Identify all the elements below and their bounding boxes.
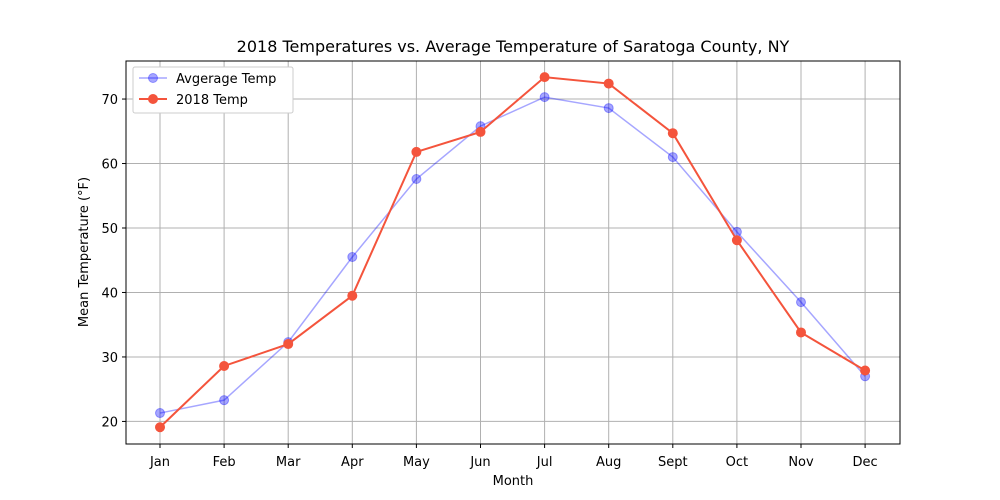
data-point-2018-temp-may xyxy=(411,146,422,157)
data-point-avgerage-temp-aug xyxy=(603,103,614,114)
y-tick-label-20: 20 xyxy=(101,415,118,430)
legend-marker-avgerage-temp xyxy=(148,73,158,83)
legend-label-2018-temp: 2018 Temp xyxy=(176,93,248,108)
data-point-2018-temp-sept xyxy=(667,128,678,139)
chart-title: 2018 Temperatures vs. Average Temperatur… xyxy=(237,37,790,56)
x-tick-label-jan: Jan xyxy=(149,455,170,470)
x-tick-label-may: May xyxy=(403,455,430,470)
x-tick-label-sept: Sept xyxy=(658,455,688,470)
x-tick-label-oct: Oct xyxy=(726,455,748,470)
data-point-2018-temp-oct xyxy=(731,235,742,246)
data-point-2018-temp-jan xyxy=(155,422,165,433)
x-axis-label: Month xyxy=(493,474,534,489)
series-line-avgerage-temp xyxy=(159,96,866,414)
data-point-avgerage-temp-nov xyxy=(796,297,806,308)
x-tick-label-feb: Feb xyxy=(213,455,236,470)
data-point-2018-temp-jun xyxy=(475,126,486,137)
series-group-2018-temp xyxy=(155,72,871,433)
data-point-2018-temp-dec xyxy=(860,365,871,376)
data-point-2018-temp-aug xyxy=(603,78,614,89)
x-tick-label-jun: Jun xyxy=(469,455,490,470)
plot-frame xyxy=(125,60,901,445)
x-axis-ticks: Jan Feb Mar Apr May Jun Jul Aug Sept Oct Nov Dec xyxy=(149,444,878,470)
data-point-2018-temp-mar xyxy=(283,339,294,350)
data-point-2018-temp-nov xyxy=(796,327,806,338)
x-tick-label-apr: Apr xyxy=(341,455,364,470)
y-tick-label-30: 30 xyxy=(101,351,118,366)
y-tick-label-40: 40 xyxy=(101,286,118,301)
legend-label-avgerage-temp: Avgerage Temp xyxy=(176,72,276,87)
data-point-avgerage-temp-may xyxy=(411,173,422,184)
series-layer xyxy=(155,72,871,433)
data-point-avgerage-temp-feb xyxy=(219,395,230,406)
data-point-avgerage-temp-jul xyxy=(539,92,550,103)
legend-box xyxy=(132,66,294,114)
x-tick-label-jul: Jul xyxy=(536,455,553,470)
x-tick-label-aug: Aug xyxy=(596,455,621,470)
data-point-avgerage-temp-apr xyxy=(347,252,358,263)
y-tick-label-50: 50 xyxy=(101,222,118,237)
y-tick-label-70: 70 xyxy=(101,93,118,108)
y-tick-label-60: 60 xyxy=(101,158,118,173)
legend-marker-2018-temp xyxy=(148,94,158,104)
data-point-avgerage-temp-jan xyxy=(155,408,165,419)
legend: Avgerage Temp 2018 Temp xyxy=(132,66,294,114)
data-point-2018-temp-jul xyxy=(539,72,550,83)
y-axis-label: Mean Temperature (°F) xyxy=(77,177,92,327)
data-point-avgerage-temp-sept xyxy=(667,152,678,163)
data-point-2018-temp-feb xyxy=(219,360,230,371)
series-line-2018-temp xyxy=(159,76,866,428)
x-tick-label-nov: Nov xyxy=(788,455,814,470)
grid-layer xyxy=(126,61,900,444)
y-axis-ticks: 20 30 40 50 60 70 xyxy=(101,93,126,430)
x-tick-label-mar: Mar xyxy=(276,455,301,470)
data-point-2018-temp-apr xyxy=(347,290,358,301)
x-tick-label-dec: Dec xyxy=(853,455,878,470)
